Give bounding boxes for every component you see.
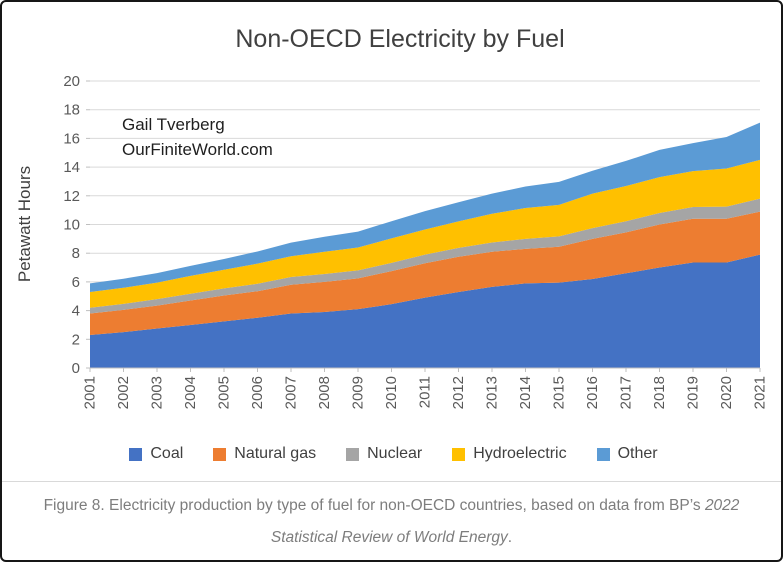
legend-label-other: Other [617,445,658,462]
caption-text-italic-year: 2022 [704,497,740,514]
y-tick-label: 2 [72,331,80,348]
x-tick-label: 2001 [82,376,99,409]
x-tick-label: 2002 [115,376,132,409]
area-coal [90,254,760,368]
watermark-website: OurFiniteWorld.com [122,140,273,159]
y-tick-label: 12 [63,188,80,205]
x-tick-label: 2018 [651,376,668,409]
x-tick-label: 2009 [350,376,367,409]
stacked-area-chart: 0 2 4 6 8 10 12 14 16 18 20 2001 2002 2003 2004 2005 200… [15,25,769,409]
y-tick-label: 6 [72,274,80,291]
x-tick-label: 2017 [618,376,635,409]
y-tick-label: 10 [63,217,80,234]
legend-label-coal: Coal [150,445,184,462]
legend-item-natural-gas: Natural gas [213,446,316,462]
legend-swatch-hydroelectric [452,447,466,461]
caption-text-period: . [507,529,513,546]
y-axis-title: Petawatt Hours [15,166,34,282]
divider-line [2,481,781,482]
x-tick-label: 2020 [718,376,735,409]
area-other [90,122,760,292]
caption-line-1: Figure 8. Electricity production by type… [2,490,781,522]
area-nuclear [90,198,760,314]
chart-region: 0 2 4 6 8 10 12 14 16 18 20 2001 2002 2003 2004 2005 200… [2,2,781,480]
legend-item-hydroelectric: Hydroelectric [452,445,567,462]
legend-swatch-coal [129,447,143,461]
x-tick-label: 2004 [182,376,199,409]
legend-label-hydroelectric: Hydroelectric [473,445,567,462]
legend-label-nuclear: Nuclear [367,445,423,462]
x-tick-label: 2012 [450,376,467,409]
x-tick-label: 2007 [283,376,300,409]
legend-swatch-natural-gas [213,447,227,461]
x-tick-label: 2021 [752,376,769,409]
x-tick-label: 2008 [316,376,333,409]
area-hydroelectric [90,159,760,308]
figure-caption: Figure 8. Electricity production by type… [2,490,781,554]
y-tick-label: 8 [72,245,80,262]
y-tick-label: 4 [72,303,80,320]
watermark-author: Gail Tverberg [122,115,225,134]
x-tick-label: 2015 [551,376,568,409]
legend-item-other: Other [596,445,658,462]
legend-swatch-nuclear [346,447,360,461]
x-tick-label: 2011 [417,376,434,408]
legend-swatch-other [596,447,610,461]
y-tick-label: 0 [72,360,80,377]
y-tick-label: 14 [63,159,80,176]
x-tick-label: 2016 [584,376,601,409]
x-tick-label: 2005 [216,376,233,409]
x-tick-label: 2019 [685,376,702,409]
legend-label-natural-gas: Natural gas [234,445,317,462]
area-natural-gas [90,211,760,335]
chart-title: Non-OECD Electricity by Fuel [235,25,564,53]
x-tick-label: 2006 [249,376,266,409]
legend-item-coal: Coal [129,446,183,462]
y-tick-label: 16 [63,130,80,147]
x-tick-label: 2014 [517,376,534,409]
y-tick-label: 20 [63,73,80,90]
caption-text-italic-title: Statistical Review of World Energy [270,529,508,546]
caption-line-2: Statistical Review of World Energy. [2,522,781,554]
x-tick-label: 2003 [149,376,166,409]
caption-text-normal: Figure 8. Electricity production by type… [43,497,705,514]
y-tick-label: 18 [63,102,80,119]
x-tick-label: 2013 [484,376,501,409]
legend-item-nuclear: Nuclear [346,446,422,462]
x-tick-label: 2010 [383,376,400,409]
chart-legend: Coal Natural gas Nuclear Hydroelectric Other [2,445,781,462]
